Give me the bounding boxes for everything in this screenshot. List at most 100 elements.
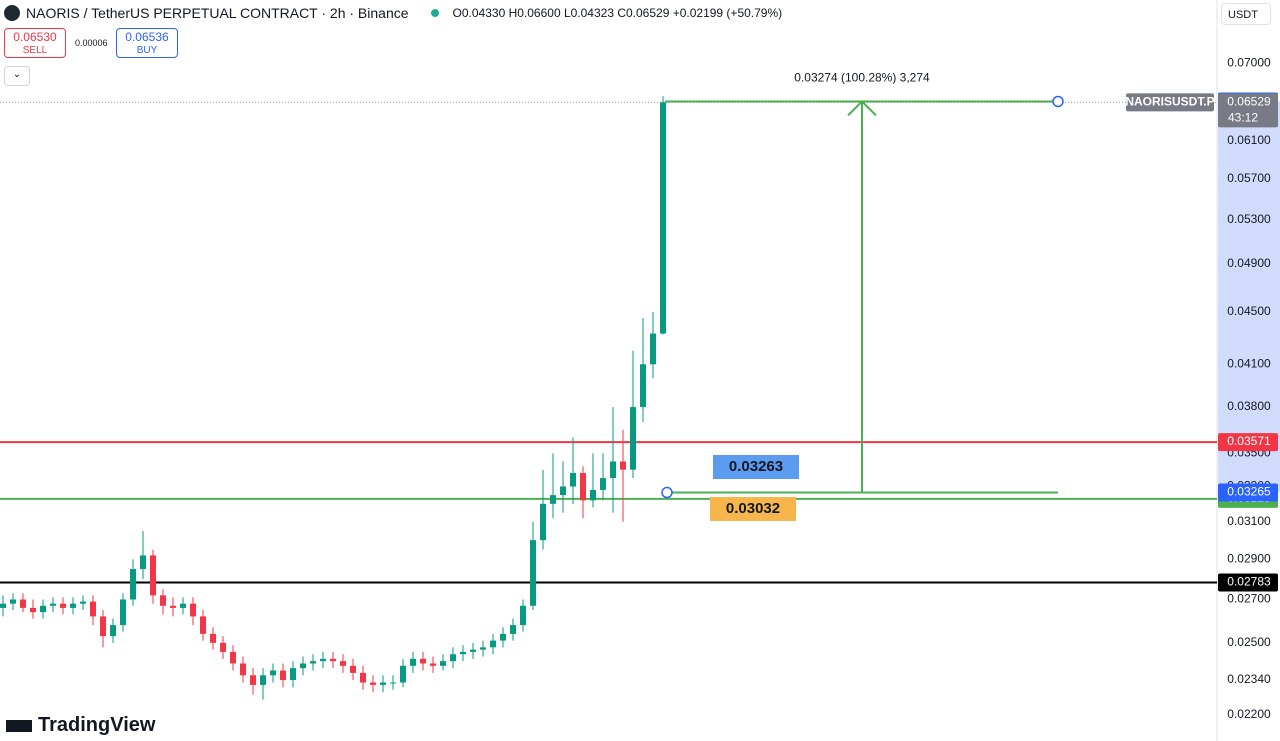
y-tick-label: 0.04900	[1227, 256, 1271, 270]
candle-body	[410, 658, 416, 666]
y-tick-label: 0.02340	[1227, 672, 1271, 686]
y-tick-label: 0.07000	[1227, 55, 1271, 69]
candle-body	[220, 642, 226, 652]
candle-body	[230, 651, 236, 664]
candle-body	[20, 599, 26, 608]
candle-body	[180, 603, 186, 608]
candle-body	[580, 473, 586, 501]
brand-text: TradingView	[38, 714, 156, 736]
candle-body	[40, 605, 46, 613]
sell-button[interactable]: 0.06530 SELL	[4, 28, 66, 58]
measure-range-highlight	[1218, 101, 1280, 493]
measure-price-box	[1218, 483, 1278, 502]
y-tick-label: 0.06100	[1227, 133, 1271, 147]
measure-price-label: 0.03265	[1227, 485, 1271, 499]
candle-body	[80, 601, 86, 604]
buy-button[interactable]: 0.06536 BUY	[116, 28, 178, 58]
price-label-box	[1218, 433, 1278, 452]
candle-body	[350, 665, 356, 673]
currency-select[interactable]: USDT	[1221, 3, 1271, 25]
symbol-title[interactable]: NAORIS / TetherUS PERPETUAL CONTRACT · 2…	[26, 5, 409, 21]
candle-body	[150, 555, 156, 596]
candle-body	[0, 603, 6, 608]
candle-body	[590, 489, 596, 501]
y-tick-label: 0.05700	[1227, 171, 1271, 185]
y-tick-label: 0.05300	[1227, 212, 1271, 226]
countdown-label: 43:12	[1228, 110, 1258, 124]
market-status	[430, 9, 439, 17]
y-tick-label: 0.04100	[1227, 356, 1271, 370]
candle-body	[650, 333, 656, 365]
candle-body	[130, 569, 136, 600]
y-tick-label: 0.04500	[1227, 304, 1271, 318]
callout-bubble	[705, 455, 799, 495]
candle-body	[480, 647, 486, 650]
candle-body	[660, 102, 666, 334]
last-price-box	[1218, 93, 1278, 128]
candle-body	[140, 555, 146, 570]
candle-body	[300, 663, 306, 669]
symbol-label: NAORISUSDT.P	[1125, 94, 1214, 108]
candle-body	[310, 661, 316, 664]
last-price-label: 0.06529	[1227, 94, 1271, 108]
candle-body	[620, 461, 626, 470]
candle-body	[420, 658, 426, 664]
y-tick-label: 0.02900	[1227, 551, 1271, 565]
measure-text: 0.03274 (100.28%) 3,274	[794, 71, 930, 85]
candle-body	[210, 633, 216, 643]
candle-body	[540, 503, 546, 541]
brand-mark	[6, 719, 32, 732]
candle-body	[320, 658, 326, 662]
candle-body	[490, 640, 496, 648]
y-tick-label: 0.02200	[1227, 707, 1271, 721]
candle-body	[460, 651, 466, 655]
candle-body	[640, 364, 646, 408]
sell-label: SELL	[22, 45, 48, 56]
measure-handle	[661, 486, 673, 499]
candle-body	[430, 663, 436, 666]
candle-body	[30, 607, 36, 613]
sell-price: 0.06530	[13, 30, 57, 44]
symbol-label-box	[1126, 93, 1214, 112]
callout-bubble	[700, 497, 796, 538]
candle-body	[160, 595, 166, 606]
price-label-box	[1218, 573, 1278, 592]
callout-text: 0.03032	[726, 500, 780, 517]
candle-body	[570, 473, 576, 487]
candle-body	[100, 616, 106, 637]
candle-body	[120, 599, 126, 626]
candle-body	[200, 616, 206, 634]
candle-body	[500, 633, 506, 641]
candle-body	[630, 407, 636, 470]
candle-body	[170, 605, 176, 608]
candle-body	[290, 668, 296, 681]
symbol-icon	[4, 5, 20, 21]
y-tick-label: 0.02500	[1227, 635, 1271, 649]
candle-body	[90, 601, 96, 617]
candle-body	[250, 675, 256, 685]
candle-body	[270, 670, 276, 676]
brand-logo: TradingView	[6, 714, 155, 737]
candle-body	[530, 540, 536, 606]
candle-body	[340, 661, 346, 666]
candle-body	[280, 670, 286, 681]
spread: 0.00006	[75, 38, 108, 48]
callout-text: 0.03263	[729, 458, 783, 475]
candle-body	[390, 682, 396, 684]
candle-body	[10, 599, 16, 604]
candle-body	[400, 665, 406, 683]
candle-body	[470, 649, 476, 652]
candle-body	[260, 675, 266, 685]
candle-body	[110, 625, 116, 637]
candle-body	[70, 603, 76, 608]
candle-body	[550, 495, 556, 504]
buy-label: BUY	[136, 45, 158, 56]
candle-body	[520, 605, 526, 626]
collapse-button[interactable]: ⌄	[4, 66, 30, 86]
price-label: 0.03571	[1227, 434, 1271, 448]
candle-body	[450, 654, 456, 662]
candle-body	[370, 682, 376, 685]
candle-body	[60, 603, 66, 608]
